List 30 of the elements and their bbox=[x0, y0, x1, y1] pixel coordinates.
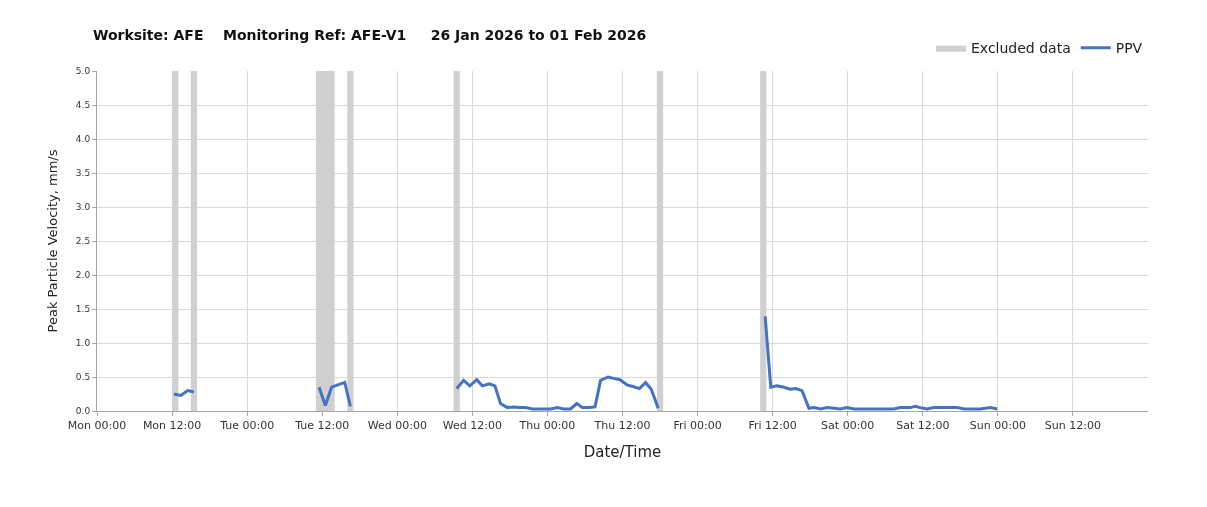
x-tick-label: Thu 00:00 bbox=[518, 419, 576, 433]
x-tick-label: Tue 00:00 bbox=[219, 419, 275, 433]
y-tick-label: 1.5 bbox=[75, 304, 91, 315]
y-tick-label: 4.0 bbox=[75, 134, 91, 145]
x-axis-title: Date/Time bbox=[583, 443, 662, 462]
y-tick-label: 0.5 bbox=[75, 372, 91, 383]
x-tick-label: Mon 12:00 bbox=[142, 419, 202, 433]
x-tick-label: Mon 00:00 bbox=[67, 419, 127, 433]
y-tick-label: 1.0 bbox=[75, 338, 91, 349]
y-tick-label: 0.0 bbox=[75, 406, 91, 417]
y-tick-label: 5.0 bbox=[75, 66, 91, 77]
x-tick-label: Sat 12:00 bbox=[896, 419, 950, 433]
legend-label: Excluded data bbox=[971, 40, 1071, 57]
y-tick-label: 2.0 bbox=[75, 270, 91, 281]
legend-label: PPV bbox=[1115, 40, 1143, 57]
y-tick-label: 3.0 bbox=[75, 202, 91, 213]
x-tick-label: Fri 00:00 bbox=[673, 419, 722, 433]
x-tick-label: Sun 12:00 bbox=[1044, 419, 1101, 433]
x-tick-label: Fri 12:00 bbox=[748, 419, 797, 433]
chart-title: Worksite: AFE Monitoring Ref: AFE-V1 26 Jan 2026 to 01 Feb 2026 bbox=[92, 27, 647, 44]
x-tick-label: Sat 00:00 bbox=[821, 419, 875, 433]
x-tick-label: Sun 00:00 bbox=[969, 419, 1026, 433]
y-tick-label: 4.5 bbox=[75, 100, 91, 111]
y-tick-label: 3.5 bbox=[75, 168, 91, 179]
x-tick-label: Wed 00:00 bbox=[367, 419, 427, 433]
y-tick-label: 2.5 bbox=[75, 236, 91, 247]
x-tick-label: Thu 12:00 bbox=[593, 419, 651, 433]
y-axis-title: Peak Particle Velocity, mm/s bbox=[44, 149, 60, 333]
x-tick-label: Wed 12:00 bbox=[442, 419, 502, 433]
x-tick-label: Tue 12:00 bbox=[294, 419, 350, 433]
